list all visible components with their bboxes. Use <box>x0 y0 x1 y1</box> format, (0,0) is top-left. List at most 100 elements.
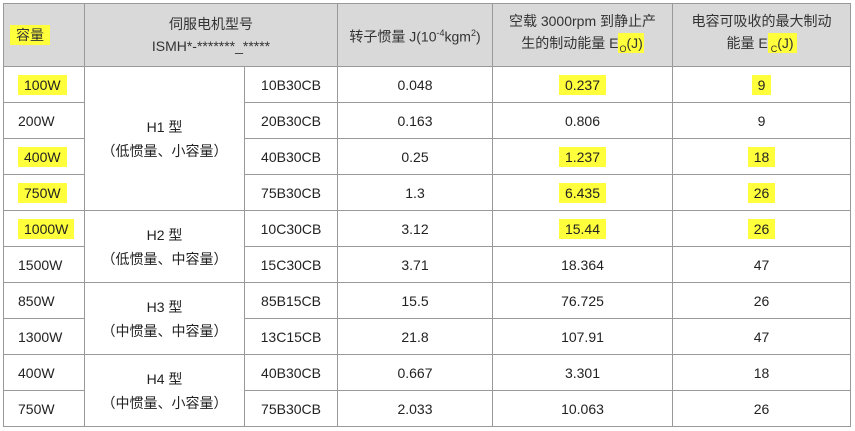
capacity: 400W <box>18 146 67 167</box>
braking-energy: 15.44 <box>558 218 607 239</box>
header-text: 空载 3000rpm 到静止产 <box>508 13 657 30</box>
capacitor-energy: 9 <box>751 74 772 95</box>
type-name: H3 型 <box>146 298 183 315</box>
capacity: 400W <box>18 364 55 381</box>
capacity: 200W <box>18 112 55 129</box>
braking-energy-cell: 15.44 <box>492 210 673 247</box>
capacitor-energy-cell: 18 <box>672 354 851 391</box>
type-desc: （低惯量、小容量） <box>101 142 228 159</box>
capacitor-energy-cell: 9 <box>672 102 851 139</box>
header-text: 电容可吸收的最大制动 <box>691 13 832 30</box>
header-model-code: ISMH*-*******_***** <box>151 38 271 54</box>
braking-energy: 1.237 <box>558 146 607 167</box>
capacitor-energy-cell: 26 <box>672 390 851 427</box>
model-code-cell: 10B30CB <box>244 66 338 103</box>
capacitor-energy-cell: 47 <box>672 318 851 355</box>
capacity: 850W <box>18 292 55 309</box>
model-code: 85B15CB <box>261 292 321 309</box>
braking-energy: 3.301 <box>564 364 601 381</box>
model-code-cell: 40B30CB <box>244 138 338 175</box>
header-sup: -4 <box>436 28 445 39</box>
braking-energy-cell: 3.301 <box>492 354 673 391</box>
capacitor-energy-cell: 26 <box>672 210 851 247</box>
header-text: ) <box>475 28 481 45</box>
model-code: 10C30CB <box>260 220 322 237</box>
type-cell: H2 型 （低惯量、中容量） <box>84 210 245 283</box>
inertia: 0.048 <box>397 76 433 93</box>
capacity-cell: 200W <box>3 102 85 139</box>
capacitor-energy: 26 <box>747 218 776 239</box>
capacity-cell: 750W <box>3 390 85 427</box>
spec-table: 容量 伺服电机型号 ISMH*-*******_***** 转子惯量 J(10-4… <box>3 3 851 427</box>
model-code: 40B30CB <box>261 148 321 165</box>
header-cell: 空载 3000rpm 到静止产 生的制动能量 EO(J) <box>492 3 673 67</box>
braking-energy: 0.806 <box>564 112 601 129</box>
type-name: H1 型 <box>146 118 183 135</box>
header-text: (J) <box>626 35 643 52</box>
capacity-cell: 750W <box>3 174 85 211</box>
header-sub: C <box>770 43 778 54</box>
capacity-cell: 1300W <box>3 318 85 355</box>
table-row: 100W H1 型 （低惯量、小容量） 10B30CB 0.048 0.237 9 <box>3 66 851 211</box>
model-code: 15C30CB <box>260 256 322 273</box>
header-text: 生的制动能量 E <box>521 35 619 52</box>
table-row: 850W H3 型 （中惯量、中容量） 85B15CB 15.5 76.725 26 <box>3 282 851 355</box>
capacitor-energy-cell: 9 <box>672 66 851 103</box>
type-cell: H4 型 （中惯量、小容量） <box>84 354 245 427</box>
capacity: 1000W <box>18 218 75 239</box>
braking-energy: 10.063 <box>561 400 604 417</box>
capacitor-energy: 26 <box>753 292 770 309</box>
inertia: 1.3 <box>405 184 425 201</box>
braking-energy-cell: 1.237 <box>492 138 673 175</box>
braking-energy: 107.91 <box>561 328 604 345</box>
capacity: 1500W <box>18 256 63 273</box>
inertia: 3.12 <box>401 220 429 237</box>
braking-energy: 0.237 <box>558 74 607 95</box>
header-sup: 2 <box>470 28 476 39</box>
header-text: (J) <box>777 35 794 52</box>
capacitor-energy: 26 <box>747 182 776 203</box>
inertia: 0.667 <box>397 364 433 381</box>
header-row: 容量 伺服电机型号 ISMH*-*******_***** 转子惯量 J(10-4… <box>3 3 851 67</box>
inertia-cell: 0.163 <box>337 102 493 139</box>
header-highlight: C(J) <box>767 33 797 54</box>
model-code: 10B30CB <box>261 76 321 93</box>
table-row: 1000W H2 型 （低惯量、中容量） 10C30CB 3.12 15.44 26 <box>3 210 851 283</box>
type-name: H4 型 <box>146 370 183 387</box>
table-header: 容量 伺服电机型号 ISMH*-*******_***** 转子惯量 J(10-4… <box>3 3 851 67</box>
table-row: 400W 40B30CB 0.25 1.237 18 <box>3 138 851 175</box>
table-body: 100W H1 型 （低惯量、小容量） 10B30CB 0.048 0.237 9 200W 2… <box>3 66 851 427</box>
table-row: 400W H4 型 （中惯量、小容量） 40B30CB 0.667 3.301 18 <box>3 354 851 427</box>
braking-energy-cell: 0.237 <box>492 66 673 103</box>
capacity: 750W <box>18 182 67 203</box>
inertia: 2.033 <box>397 400 433 417</box>
capacity-cell: 100W <box>3 66 85 103</box>
capacitor-energy-cell: 47 <box>672 246 851 283</box>
table-row: 1500W 15C30CB 3.71 18.364 47 <box>3 246 851 283</box>
table-row: 750W 75B30CB 2.033 10.063 26 <box>3 390 851 427</box>
braking-energy: 76.725 <box>561 292 604 309</box>
table-row: 750W 75B30CB 1.3 6.435 26 <box>3 174 851 211</box>
header-cell: 伺服电机型号 ISMH*-*******_***** <box>84 3 338 67</box>
header-text: 能量 E <box>726 35 768 52</box>
capacity-cell: 400W <box>3 354 85 391</box>
capacity-cell: 850W <box>3 282 85 319</box>
model-code: 13C15CB <box>260 328 322 345</box>
model-code-cell: 75B30CB <box>244 174 338 211</box>
header-text: 转子惯量 J(10 <box>349 28 437 45</box>
capacity: 100W <box>18 74 67 95</box>
header-cell: 电容可吸收的最大制动能量 E C(J) <box>672 3 851 67</box>
type-desc: （中惯量、中容量） <box>101 322 228 339</box>
capacity-cell: 400W <box>3 138 85 175</box>
braking-energy-cell: 6.435 <box>492 174 673 211</box>
capacitor-energy: 9 <box>757 112 766 129</box>
braking-energy-cell: 18.364 <box>492 246 673 283</box>
inertia: 0.163 <box>397 112 433 129</box>
capacitor-energy: 18 <box>753 364 770 381</box>
model-code-cell: 10C30CB <box>244 210 338 247</box>
model-code-cell: 85B15CB <box>244 282 338 319</box>
braking-energy-cell: 76.725 <box>492 282 673 319</box>
inertia-cell: 2.033 <box>337 390 493 427</box>
capacitor-energy: 47 <box>753 256 770 273</box>
